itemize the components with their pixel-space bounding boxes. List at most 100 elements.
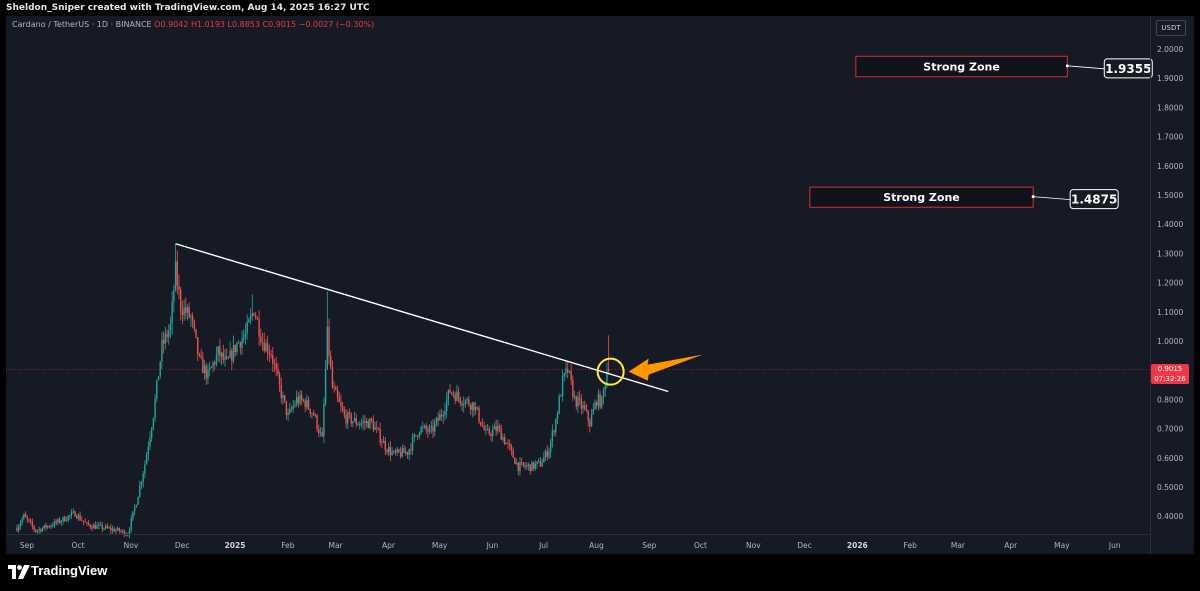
candle-body xyxy=(602,389,605,397)
candle-body xyxy=(224,356,226,360)
candle-body xyxy=(150,428,153,438)
candle-body xyxy=(362,421,364,423)
candle-body xyxy=(38,529,40,531)
candle-body xyxy=(302,399,305,401)
candle-body xyxy=(82,520,85,522)
time-tick: Sep xyxy=(20,541,34,550)
candle-body xyxy=(220,352,223,357)
candle-body xyxy=(584,405,586,410)
candle-body xyxy=(41,528,44,532)
candle-body xyxy=(495,426,497,432)
candle-body xyxy=(140,481,143,486)
price-tick: 0.7000 xyxy=(1157,425,1183,434)
candle-body xyxy=(149,437,151,447)
candle-body xyxy=(340,401,342,406)
candle-body xyxy=(507,442,509,444)
candle-body xyxy=(258,319,260,337)
candle-body xyxy=(428,427,431,432)
chart-pane[interactable] xyxy=(6,16,1194,554)
candle-body xyxy=(229,350,231,358)
candle-body xyxy=(79,515,81,520)
candle-body xyxy=(239,342,242,348)
candle-body xyxy=(272,355,274,364)
time-tick: Mar xyxy=(329,541,344,550)
candle-body xyxy=(364,421,366,424)
candle-body xyxy=(393,450,395,452)
candle-body xyxy=(563,373,566,377)
candle-body xyxy=(589,420,591,427)
candle-body xyxy=(348,412,351,414)
candle-body xyxy=(352,421,354,424)
time-tick: 2025 xyxy=(225,541,246,550)
candle-body xyxy=(493,426,496,430)
time-tick: Feb xyxy=(904,541,918,550)
time-tick: Mar xyxy=(951,541,966,550)
candle-body xyxy=(491,429,494,436)
zone-callout-value: 1.4875 xyxy=(1071,193,1117,207)
currency-button[interactable]: USDT xyxy=(1156,20,1186,36)
candle-body xyxy=(515,462,518,464)
time-tick: Oct xyxy=(694,541,707,550)
candle-body xyxy=(365,421,368,424)
candle-body xyxy=(478,408,480,422)
symbol-legend: Cardano / TetherUS · 1D · BINANCE O0.904… xyxy=(12,20,374,29)
candle-body xyxy=(476,407,479,409)
candle-body xyxy=(43,525,45,529)
candle-body xyxy=(399,452,402,457)
candle-body xyxy=(120,531,122,532)
candle-body xyxy=(456,391,458,401)
candle-body xyxy=(173,290,175,301)
candle-body xyxy=(607,368,610,370)
candle-body xyxy=(178,285,180,290)
candle-body xyxy=(253,313,255,316)
candle-body xyxy=(255,315,257,318)
candle-body xyxy=(311,413,313,415)
candle-body xyxy=(318,428,320,434)
candle-body xyxy=(86,522,88,524)
candle-body xyxy=(549,441,552,452)
candle-body xyxy=(396,449,398,453)
overlay-layer: Strong Zone 1.9355 Strong Zone 1.4875 xyxy=(6,55,1153,393)
candle-body xyxy=(18,526,20,531)
candle-body xyxy=(391,451,393,455)
candle-body xyxy=(33,526,35,530)
candle-body xyxy=(382,440,385,443)
strong-zone-label: Strong Zone xyxy=(923,61,1000,74)
candle-body xyxy=(561,376,564,396)
candle-body xyxy=(152,418,155,429)
candle-body xyxy=(297,396,300,404)
candle-body xyxy=(28,519,30,521)
candle-body xyxy=(425,425,427,430)
candle-body xyxy=(423,425,426,427)
candle-body xyxy=(168,330,170,338)
breakout-highlight-circle xyxy=(596,357,625,386)
candle-body xyxy=(544,450,547,458)
footer-bar xyxy=(0,554,1200,591)
candle-body xyxy=(459,397,461,403)
candle-body xyxy=(266,343,269,354)
candle-body xyxy=(592,408,594,415)
candle-body xyxy=(144,464,146,474)
candle-body xyxy=(169,323,172,331)
candle-body xyxy=(522,462,525,466)
candle-body xyxy=(231,350,233,361)
candle-body xyxy=(575,396,577,407)
zone-callout-value: 1.9355 xyxy=(1105,62,1151,76)
candle-body xyxy=(75,516,78,519)
candle-body xyxy=(244,333,247,337)
candle-body xyxy=(190,316,192,317)
time-tick: Nov xyxy=(124,541,139,550)
candle-body xyxy=(289,408,291,414)
candle-body xyxy=(103,528,105,530)
price-tick: 1.4000 xyxy=(1157,220,1183,229)
candle-body xyxy=(386,450,388,453)
candle-body xyxy=(299,394,301,404)
candle-body xyxy=(295,396,298,405)
candle-body xyxy=(568,371,571,373)
candle-body xyxy=(93,524,95,529)
candle-body xyxy=(350,413,352,424)
candle-body xyxy=(161,340,163,362)
candle-body xyxy=(434,423,436,432)
trendline xyxy=(175,243,669,393)
candle-body xyxy=(430,426,433,428)
